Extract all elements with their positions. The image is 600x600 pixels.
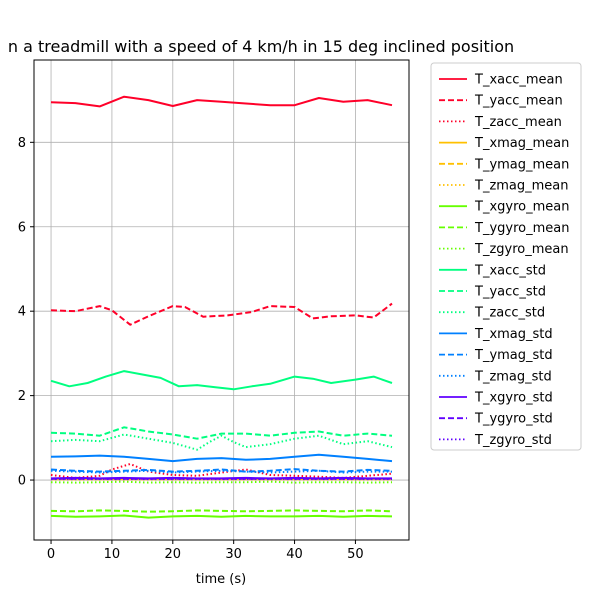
chart-title: n a treadmill with a speed of 4 km/h in …	[8, 37, 514, 56]
plot-frame	[33, 59, 410, 541]
legend-label: T_xmag_std	[474, 327, 553, 342]
legend-label: T_ymag_std	[474, 348, 553, 363]
legend-label: T_zacc_std	[474, 306, 545, 321]
x-tick-label: 10	[104, 547, 121, 562]
series-t-ygyro-mean	[50, 509, 393, 513]
legend-label: T_yacc_mean	[474, 94, 563, 109]
legend-label: T_zgyro_std	[474, 433, 552, 448]
series-t-zacc-std	[50, 433, 393, 451]
series-t-xacc-std	[50, 370, 393, 391]
series-t-xmag-std	[50, 453, 393, 463]
legend-label: T_zgyro_mean	[474, 242, 569, 257]
legend-label: T_zmag_mean	[474, 179, 569, 194]
y-tick-label: 8	[18, 136, 26, 151]
x-tick-label: 50	[347, 547, 364, 562]
legend-label: T_ymag_mean	[474, 157, 569, 172]
legend-label: T_xacc_mean	[474, 73, 563, 88]
y-tick-label: 2	[18, 389, 26, 404]
legend-label: T_xmag_mean	[474, 136, 569, 151]
series-t-zgyro-mean	[50, 480, 393, 484]
legend: T_xacc_mean T_yacc_mean T_zacc_mean T_xmag_…	[430, 62, 582, 451]
grid	[34, 60, 409, 540]
legend-label: T_yacc_std	[474, 285, 546, 300]
x-tick-label: 20	[165, 547, 182, 562]
legend-label: T_xgyro_mean	[474, 200, 569, 215]
series-t-yacc-std	[50, 426, 393, 440]
series-layer	[50, 95, 393, 519]
legend-label: T_zacc_mean	[474, 115, 562, 130]
legend-box	[430, 62, 582, 451]
series-t-xgyro-mean	[50, 514, 393, 519]
y-tick-label: 0	[18, 474, 26, 489]
series-t-xacc-mean	[50, 95, 393, 108]
y-axis: 0 2 4 6 8	[18, 136, 34, 489]
legend-label: T_xgyro_std	[474, 391, 553, 406]
x-axis: 0 10 20 30 40 50	[47, 540, 364, 562]
x-tick-label: 30	[225, 547, 242, 562]
plot-area	[34, 60, 409, 540]
series-t-yacc-mean	[50, 302, 393, 326]
x-tick-label: 0	[47, 547, 55, 562]
x-axis-label: time (s)	[196, 572, 246, 587]
legend-label: T_ygyro_std	[474, 412, 553, 427]
series-t-zmag-std	[50, 469, 392, 474]
legend-label: T_ygyro_mean	[474, 221, 569, 236]
legend-label: T_xacc_std	[474, 263, 546, 278]
y-tick-label: 6	[18, 220, 26, 235]
y-tick-label: 4	[18, 305, 26, 320]
legend-label: T_zmag_std	[474, 369, 552, 384]
x-tick-label: 40	[286, 547, 303, 562]
